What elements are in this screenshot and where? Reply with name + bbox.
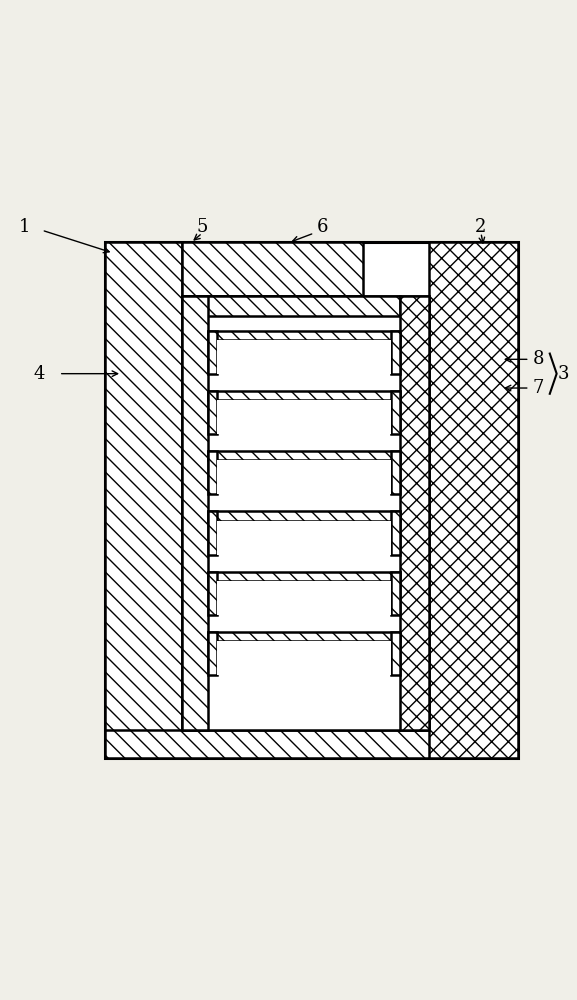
Text: 5: 5: [197, 218, 208, 236]
Bar: [429, 242, 518, 758]
Bar: [208, 331, 400, 340]
Bar: [208, 632, 218, 675]
Bar: [391, 451, 400, 494]
Bar: [182, 242, 363, 296]
Bar: [391, 511, 400, 555]
Bar: [208, 451, 400, 460]
Bar: [208, 572, 400, 581]
Bar: [208, 451, 218, 494]
Bar: [208, 391, 218, 434]
Bar: [105, 242, 182, 758]
Text: 7: 7: [533, 379, 544, 397]
Bar: [208, 391, 400, 400]
Bar: [391, 572, 400, 615]
Bar: [105, 730, 518, 758]
Bar: [182, 296, 429, 730]
Bar: [208, 331, 218, 374]
Bar: [182, 296, 400, 316]
Bar: [208, 572, 218, 615]
Text: 6: 6: [317, 218, 329, 236]
Bar: [218, 340, 391, 374]
Bar: [208, 511, 218, 555]
Bar: [182, 296, 208, 730]
Bar: [218, 460, 391, 494]
Text: 3: 3: [557, 365, 569, 383]
Bar: [208, 632, 400, 641]
Bar: [218, 521, 391, 555]
Bar: [391, 632, 400, 675]
Text: 1: 1: [18, 218, 30, 236]
Bar: [208, 511, 400, 521]
Bar: [105, 242, 518, 758]
Bar: [391, 391, 400, 434]
Bar: [400, 296, 429, 730]
Bar: [218, 581, 391, 615]
Bar: [218, 641, 391, 675]
Text: 2: 2: [475, 218, 486, 236]
Bar: [218, 400, 391, 434]
Text: 4: 4: [33, 365, 44, 383]
Text: 8: 8: [533, 350, 544, 368]
Bar: [391, 331, 400, 374]
